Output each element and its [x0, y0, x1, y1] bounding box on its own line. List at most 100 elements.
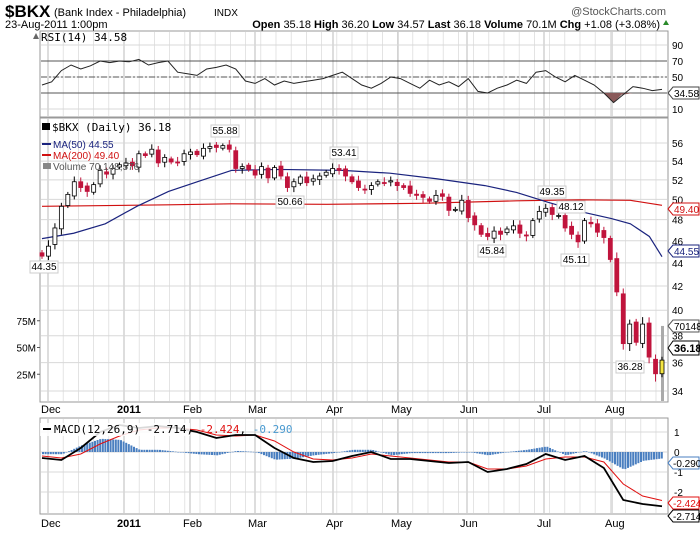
- histogram-bar: [70, 450, 73, 452]
- histogram-bar: [374, 450, 377, 452]
- annotation-box: [210, 124, 240, 138]
- histogram-bar: [450, 452, 453, 454]
- candle: [375, 181, 381, 185]
- candle: [317, 175, 323, 181]
- histogram-bar: [395, 452, 398, 455]
- month-label: Aug: [605, 518, 625, 530]
- month-label: 2011: [117, 404, 141, 416]
- histogram-bar: [182, 452, 185, 453]
- price-annotation: 45.11: [563, 255, 588, 266]
- month-label: Aug: [605, 404, 625, 416]
- histogram-bar: [151, 449, 154, 452]
- histogram-bar: [429, 452, 432, 454]
- candle: [349, 176, 355, 183]
- histogram-bar: [541, 447, 544, 452]
- rsi-line: [41, 58, 663, 104]
- histogram-bar: [354, 449, 356, 452]
- histogram-bar: [406, 452, 408, 454]
- histogram-bar: [81, 445, 83, 452]
- histogram-bar: [624, 452, 627, 470]
- histogram-bar: [611, 452, 614, 463]
- candle: [595, 223, 600, 233]
- quote-date: 23-Aug-2011 1:00pm: [5, 19, 108, 31]
- month-label: Jun: [460, 404, 478, 416]
- histogram-bar: [138, 449, 141, 452]
- price-tick-label: 38: [672, 332, 684, 343]
- histogram-bar: [221, 452, 224, 455]
- candle: [640, 323, 646, 344]
- histogram-bar: [452, 452, 455, 453]
- histogram-bar: [387, 452, 390, 455]
- annotation-box: [29, 260, 59, 274]
- rsi-panel: [39, 30, 669, 118]
- candle: [356, 180, 361, 188]
- histogram-bar: [270, 452, 273, 459]
- price-annotation: 44.35: [31, 262, 56, 273]
- candle: [601, 230, 607, 238]
- candle: [517, 224, 523, 234]
- candle: [498, 230, 503, 235]
- histogram-bar: [91, 441, 94, 452]
- histogram-bar: [135, 448, 138, 452]
- candle: [633, 321, 639, 343]
- gridlines: [41, 32, 667, 513]
- histogram-bar: [502, 452, 505, 453]
- candle: [310, 178, 316, 182]
- candle: [381, 182, 387, 184]
- low-label: Low: [372, 19, 394, 31]
- signal-value: -2.424: [200, 423, 240, 436]
- candle: [465, 199, 471, 218]
- histogram-bar: [491, 452, 494, 455]
- candle: [491, 230, 497, 239]
- candle: [78, 181, 84, 188]
- stockcharts-watermark[interactable]: @StockCharts.com: [571, 6, 666, 18]
- histogram-bar: [369, 449, 372, 452]
- candle: [653, 358, 658, 375]
- histogram-bar: [460, 452, 463, 453]
- histogram-bar: [278, 452, 281, 460]
- histogram-bar: [424, 452, 427, 454]
- histogram-bar: [361, 449, 364, 452]
- histogram-bar: [328, 452, 330, 454]
- candle: [646, 322, 652, 358]
- histogram-bar: [538, 447, 541, 452]
- histogram-bar: [585, 451, 588, 452]
- histogram-bar: [564, 452, 567, 456]
- candle: [543, 207, 549, 213]
- histogram-bar: [338, 452, 341, 453]
- candle: [427, 198, 432, 202]
- histogram-bar: [554, 450, 557, 452]
- histogram-bar: [348, 450, 351, 452]
- histogram-bar: [476, 452, 479, 454]
- candle: [659, 359, 665, 375]
- histogram-bar: [497, 452, 499, 454]
- histogram-bar: [260, 452, 263, 455]
- candle: [226, 144, 232, 150]
- price-annotation: 55.88: [212, 126, 237, 137]
- candle: [362, 188, 368, 191]
- histogram-bar: [203, 452, 206, 455]
- histogram-bar: [190, 452, 193, 454]
- candle: [569, 225, 574, 235]
- candle: [452, 208, 458, 211]
- histogram-bar: [504, 452, 507, 453]
- histogram-bar: [200, 452, 203, 455]
- histogram-bar: [65, 452, 68, 453]
- rsi-oversold-area: [603, 93, 624, 103]
- indicator-icon: [33, 33, 39, 39]
- legend-volume: Volume 70,148,576: [53, 162, 140, 173]
- histogram-bar: [208, 452, 211, 455]
- macd-tags: -0.290 -2.424 -2.714: [667, 456, 700, 523]
- candle: [65, 193, 71, 206]
- histogram-bar: [224, 452, 226, 454]
- annotation-box: [275, 195, 305, 209]
- histogram-bar: [590, 452, 593, 454]
- candle: [472, 215, 478, 226]
- histogram-bar: [335, 452, 338, 453]
- candle: [304, 176, 310, 184]
- histogram-bar: [421, 452, 424, 454]
- histogram-bar: [62, 452, 65, 454]
- histogram-bar: [629, 452, 632, 467]
- histogram-bar: [637, 452, 640, 464]
- volume-tick-label: 25M: [17, 370, 36, 381]
